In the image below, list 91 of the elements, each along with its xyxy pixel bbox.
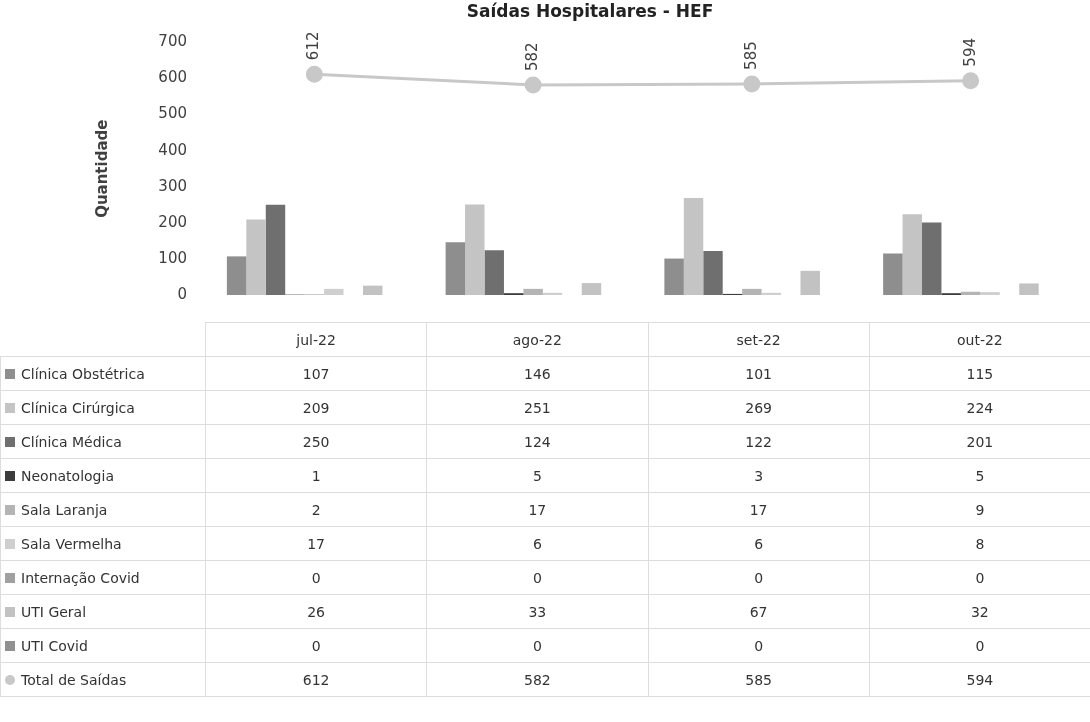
legend-label: Total de Saídas — [0, 662, 206, 697]
x-tick-label: jul-22 — [205, 322, 427, 357]
x-tick-label: set-22 — [648, 322, 870, 357]
bar — [542, 292, 563, 295]
data-label: 0 — [869, 560, 1090, 595]
data-label: 224 — [869, 390, 1090, 425]
data-label: 612 — [205, 662, 427, 697]
data-label: 594 — [869, 662, 1090, 697]
chart-title: Saídas Hospitalares - HEF — [466, 0, 714, 21]
legend-label: Clínica Médica — [0, 424, 206, 459]
bar — [800, 270, 820, 295]
data-label: 0 — [205, 628, 427, 663]
data-label: 9 — [869, 492, 1090, 527]
data-label: 0 — [869, 628, 1090, 663]
data-label: 0 — [205, 560, 427, 595]
bar — [980, 292, 1000, 295]
data-label: 17 — [426, 492, 648, 527]
bar — [902, 214, 923, 295]
bar — [246, 219, 266, 295]
data-label: 67 — [648, 594, 870, 629]
legend-label: Clínica Obstétrica — [0, 356, 206, 391]
legend-label: Neonatologia — [0, 458, 206, 493]
bar — [226, 256, 247, 295]
data-label: 0 — [648, 628, 870, 663]
bar — [465, 204, 485, 295]
data-label: 250 — [205, 424, 427, 459]
x-tick-label: out-22 — [869, 322, 1090, 357]
legend-label: UTI Covid — [0, 628, 206, 663]
bar — [683, 197, 704, 295]
text: 612 — [304, 31, 323, 61]
data-label: 3 — [648, 458, 870, 493]
legend-label: UTI Geral — [0, 594, 206, 629]
y-tick-label: 100 — [158, 248, 187, 267]
bar — [960, 291, 981, 295]
legend-label: Sala Laranja — [0, 492, 206, 527]
data-label: 6 — [648, 526, 870, 561]
data-label: 209 — [205, 390, 427, 425]
data-label: 0 — [426, 628, 648, 663]
text: 594 — [960, 38, 979, 67]
data-label: 17 — [205, 526, 427, 561]
bar — [883, 253, 903, 295]
x-tick-label: ago-22 — [426, 322, 648, 357]
bar — [324, 288, 344, 295]
data-label: 6 — [426, 526, 648, 561]
bar — [742, 288, 762, 295]
bar — [523, 288, 543, 295]
data-label: 33 — [426, 594, 648, 629]
data-label: 201 — [869, 424, 1090, 459]
bar — [445, 242, 466, 295]
bar — [761, 292, 782, 295]
data-label: 146 — [426, 356, 648, 391]
data-label: 5 — [869, 458, 1090, 493]
data-label: 115 — [869, 356, 1090, 391]
y-tick-label: 600 — [158, 68, 187, 87]
data-label: 32 — [869, 594, 1090, 629]
data-label: 101 — [648, 356, 870, 391]
legend-label: Sala Vermelha — [0, 526, 206, 561]
data-label: 107 — [205, 356, 427, 391]
bar — [922, 222, 942, 295]
data-label: 582 — [426, 662, 648, 697]
data-label: 8 — [869, 526, 1090, 561]
bar — [484, 250, 504, 295]
data-label: 1 — [205, 458, 427, 493]
data-label: 0 — [426, 560, 648, 595]
y-tick-label: 200 — [158, 212, 187, 231]
bar — [703, 250, 723, 295]
data-label: 5 — [426, 458, 648, 493]
bar — [1019, 283, 1039, 295]
y-tick-label: 700 — [158, 32, 187, 51]
bar — [581, 283, 602, 295]
y-tick-label: 500 — [158, 104, 187, 123]
data-label: 17 — [648, 492, 870, 527]
data-label: 269 — [648, 390, 870, 425]
bar — [362, 285, 383, 295]
legend-label: Clínica Cirúrgica — [0, 390, 206, 425]
y-tick-label: 0 — [177, 284, 187, 303]
text: 582 — [523, 42, 542, 71]
data-label: 122 — [648, 424, 870, 459]
data-label: 0 — [648, 560, 870, 595]
data-label: 124 — [426, 424, 648, 459]
data-label: 26 — [205, 594, 427, 629]
legend-label: Internação Covid — [0, 560, 206, 595]
data-label: 2 — [205, 492, 427, 527]
y-tick-label: 400 — [158, 140, 187, 159]
y-tick-label: 300 — [158, 176, 187, 195]
bar — [265, 204, 286, 295]
text: 585 — [741, 41, 760, 70]
data-label: 585 — [648, 662, 870, 697]
y-axis-title: Quantidade — [92, 119, 111, 218]
data-label: 251 — [426, 390, 648, 425]
bar — [664, 258, 684, 295]
